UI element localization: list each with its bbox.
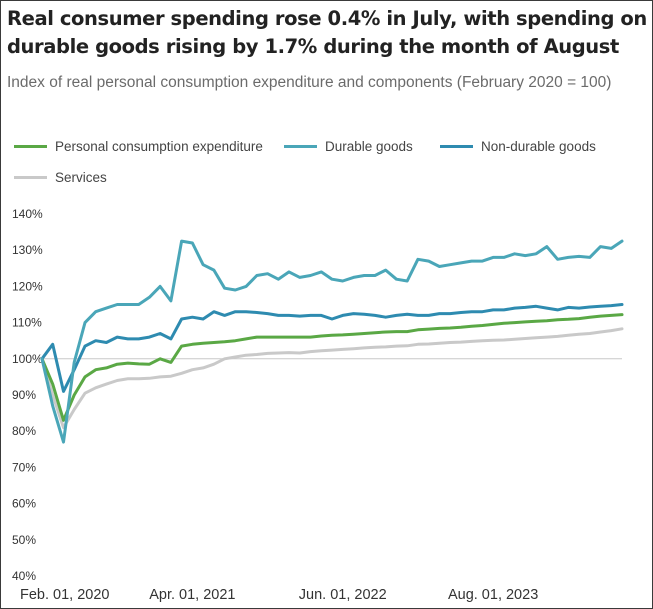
legend-swatch-durable: [284, 144, 317, 148]
y-tick-label: 60%: [12, 497, 36, 511]
legend-label-durable: Durable goods: [325, 138, 413, 154]
legend-item-services: Services: [14, 167, 107, 187]
legend-item-durable: Durable goods: [284, 136, 413, 156]
series-line-personal-consumption-expenditure: [40, 313, 624, 422]
y-tick-label: 100%: [12, 352, 43, 366]
series-line-non-durable-goods: [40, 303, 624, 393]
legend-label-nondurable: Non-durable goods: [481, 138, 596, 154]
series-line-services: [40, 327, 624, 430]
x-tick-label: Aug. 01, 2023: [448, 587, 538, 603]
chart-subtitle: Index of real personal consumption expen…: [7, 74, 612, 91]
y-tick-label: 40%: [12, 569, 36, 583]
x-tick-label: Jun. 01, 2022: [299, 587, 387, 603]
chart-title: Real consumer spending rose 0.4% in July…: [7, 7, 647, 58]
y-tick-label: 90%: [12, 388, 36, 402]
series-line-durable-goods: [40, 239, 624, 444]
legend-item-pce: Personal consumption expenditure: [14, 136, 263, 156]
legend-label-pce: Personal consumption expenditure: [55, 138, 263, 154]
x-tick-label: Apr. 01, 2021: [149, 587, 235, 603]
legend-swatch-services: [14, 175, 47, 179]
y-tick-label: 110%: [12, 316, 42, 330]
y-tick-label: 120%: [12, 279, 43, 293]
y-tick-label: 80%: [12, 424, 36, 438]
y-tick-label: 50%: [12, 533, 36, 547]
legend-label-services: Services: [55, 169, 107, 185]
legend-swatch-pce: [14, 144, 47, 148]
x-tick-label: Feb. 01, 2020: [20, 587, 110, 603]
y-tick-label: 70%: [12, 460, 36, 474]
legend-swatch-nondurable: [440, 144, 473, 148]
y-tick-label: 140%: [12, 207, 43, 221]
legend-item-nondurable: Non-durable goods: [440, 136, 596, 156]
y-tick-label: 130%: [12, 243, 43, 257]
